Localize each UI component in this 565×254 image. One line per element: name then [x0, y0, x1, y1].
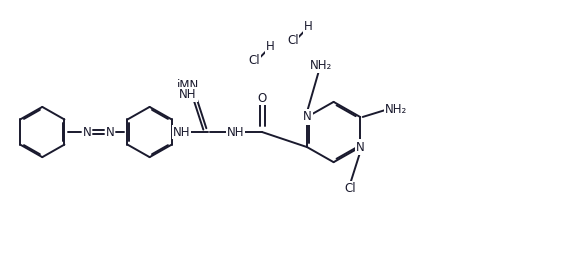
Text: iMN: iMN: [177, 79, 199, 92]
Text: H: H: [266, 40, 275, 53]
Text: NH: NH: [227, 125, 244, 138]
Text: NH₂: NH₂: [385, 103, 407, 116]
Text: NH: NH: [179, 88, 197, 101]
Text: Cl: Cl: [345, 182, 356, 195]
Text: H: H: [304, 20, 313, 33]
Text: N: N: [106, 125, 114, 138]
Text: NH₂: NH₂: [310, 59, 332, 72]
Text: N: N: [303, 110, 311, 123]
Text: N: N: [356, 141, 364, 154]
Text: N: N: [82, 125, 92, 138]
Text: O: O: [258, 92, 267, 105]
Text: NH: NH: [173, 125, 190, 138]
Text: Cl: Cl: [249, 54, 260, 67]
Text: Cl: Cl: [287, 34, 298, 47]
